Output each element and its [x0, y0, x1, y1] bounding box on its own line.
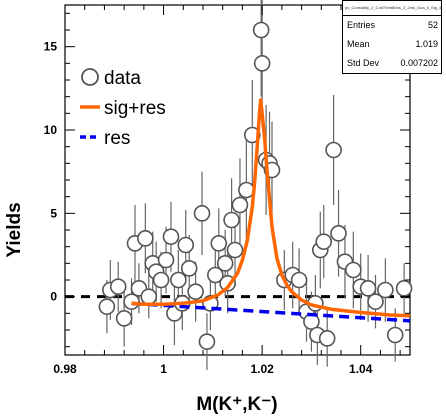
stats-value: 52 — [427, 20, 438, 30]
y-axis-label: Yields — [4, 202, 25, 257]
legend-label: res — [104, 128, 130, 149]
x-tick-label: 0.98 — [53, 362, 77, 376]
data-point — [325, 141, 342, 159]
legend-label: sig+res — [104, 98, 166, 119]
stats-row-mean: Mean 1.019 — [343, 35, 441, 54]
data-point — [253, 55, 271, 72]
data-point — [123, 293, 140, 310]
data-point — [157, 251, 175, 269]
data-point — [290, 271, 308, 289]
data-point — [367, 293, 384, 310]
data-point — [98, 298, 116, 315]
stats-box: px_Constality_2_CosThetaBins_3_2mk_Dua_k… — [342, 0, 442, 74]
data-point — [140, 288, 158, 305]
data-point — [180, 260, 198, 277]
data-point — [193, 205, 211, 222]
data-point — [210, 235, 228, 252]
x-axis-label: M(K⁺,K⁻) — [196, 394, 277, 415]
data-point — [386, 326, 404, 344]
stats-label: Std Dev — [347, 58, 380, 68]
stats-value: 0.007202 — [400, 58, 438, 68]
sig-res-curve — [131, 98, 411, 318]
data-point — [345, 261, 362, 279]
data-point — [109, 278, 127, 295]
data-point — [238, 181, 255, 199]
data-point — [137, 230, 154, 247]
data-point — [231, 196, 249, 214]
stats-row-entries: Entries 52 — [343, 16, 441, 35]
y-tick-label: 5 — [50, 206, 57, 220]
x-tick-label: 1 — [160, 362, 167, 376]
legend-marker-data — [81, 68, 99, 86]
data-point — [162, 228, 180, 245]
stats-row-stddev: Std Dev 0.007202 — [343, 54, 441, 73]
data-point — [177, 236, 195, 254]
stats-label: Entries — [347, 20, 376, 30]
data-point — [252, 21, 270, 39]
x-tick-label: 1.02 — [250, 362, 274, 376]
stats-title: px_Constality_2_CosThetaBins_3_2mk_Dua_k… — [343, 1, 441, 16]
stats-label: Mean — [347, 39, 370, 49]
data-point — [377, 281, 394, 299]
data-point — [223, 211, 240, 229]
data-point — [170, 271, 187, 289]
data-point — [359, 280, 377, 297]
data-point — [315, 233, 333, 250]
data-point — [187, 283, 204, 300]
y-tick-label: 0 — [50, 290, 57, 304]
data-point — [207, 266, 224, 284]
stats-value: 1.019 — [415, 39, 438, 49]
res-curve — [131, 301, 411, 323]
data-point — [198, 333, 216, 350]
data-point — [330, 225, 347, 242]
data-point — [226, 241, 244, 259]
data-point — [115, 310, 133, 327]
data-point — [395, 280, 413, 297]
legend-label: data — [104, 68, 141, 89]
x-tick-label: 1.04 — [349, 362, 373, 376]
data-point — [216, 255, 234, 272]
data-point — [152, 271, 170, 289]
data-point — [318, 330, 336, 347]
y-tick-label: 10 — [44, 123, 58, 137]
y-tick-label: 15 — [44, 40, 58, 54]
